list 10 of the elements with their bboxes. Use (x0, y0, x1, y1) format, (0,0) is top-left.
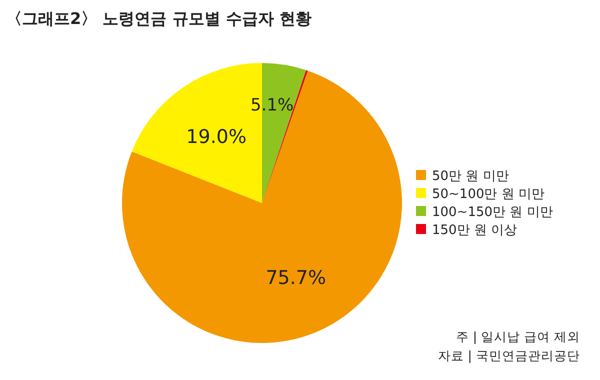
chart-title: 〈그래프2〉 노령연금 규모별 수급자 현황 (6, 9, 312, 28)
pie-slice (122, 70, 402, 343)
legend-label: 100~150만 원 미만 (432, 205, 553, 220)
text: 주 | 일시납 급여 제외 (456, 329, 580, 344)
legend-label: 50만 원 미만 (432, 169, 509, 184)
data-label: 75.7% (266, 266, 326, 289)
legend-label: 50~100만 원 미만 (432, 187, 545, 202)
text: 자료 | 국민연금관리공단 (438, 348, 580, 363)
data-label: 19.0% (186, 126, 247, 148)
legend-label: 150만 원 이상 (432, 223, 518, 238)
